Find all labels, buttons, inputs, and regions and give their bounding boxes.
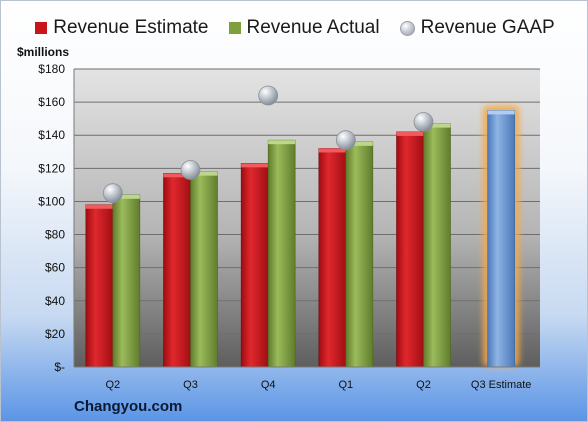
- bar-revenue-actual: [112, 194, 141, 368]
- bar-revenue-actual: [190, 171, 218, 368]
- legend: Revenue Estimate Revenue Actual Revenue …: [1, 17, 588, 39]
- y-tick-label: $20: [45, 327, 65, 341]
- y-tick-label: $-: [54, 360, 65, 374]
- point-revenue-gaap: [102, 183, 123, 204]
- bar-revenue-actual: [423, 123, 451, 368]
- y-tick-label: $40: [45, 294, 65, 308]
- point-revenue-gaap: [335, 130, 356, 151]
- legend-label-gaap: Revenue GAAP: [420, 17, 555, 38]
- bar-revenue-estimate-cap: [85, 204, 113, 209]
- bar-revenue-actual-cap: [268, 140, 296, 145]
- bar-revenue-actual-cap: [423, 123, 451, 128]
- bar-revenue-estimate: [318, 148, 347, 368]
- bar-q3-estimate-cap: [487, 110, 515, 115]
- bar-revenue-actual-cap: [112, 194, 140, 199]
- x-tick-label: Q4: [261, 379, 276, 391]
- x-tick-label: Q2: [105, 379, 120, 391]
- legend-marker-gaap: [399, 20, 415, 36]
- x-tick-label: Q3: [183, 379, 198, 391]
- bar-revenue-estimate-cap: [241, 163, 269, 168]
- x-tick-label: Q3 Estimate: [471, 379, 532, 391]
- x-tick-label: Q2: [416, 379, 431, 391]
- y-tick-label: $80: [45, 228, 65, 242]
- bar-revenue-actual-cap: [345, 141, 373, 146]
- bar-revenue-estimate: [240, 163, 269, 368]
- point-revenue-gaap: [258, 85, 279, 106]
- point-revenue-gaap: [180, 160, 201, 180]
- y-tick-label: $100: [38, 194, 65, 208]
- bar-revenue-estimate-cap: [163, 173, 191, 178]
- x-tick-label: Q1: [338, 379, 353, 391]
- bar-revenue-actual: [345, 141, 374, 368]
- y-tick-label: $160: [38, 95, 65, 109]
- legend-label-estimate: Revenue Estimate: [53, 17, 209, 38]
- y-axis-units-label: $millions: [17, 45, 70, 59]
- bar-revenue-estimate-cap: [318, 148, 346, 153]
- legend-item-actual: Revenue Actual: [228, 17, 380, 39]
- bar-revenue-estimate-cap: [396, 131, 424, 136]
- y-tick-label: $180: [38, 62, 65, 76]
- legend-item-gaap: Revenue GAAP: [399, 17, 555, 39]
- y-tick-label: $60: [45, 261, 65, 275]
- y-tick-label: $140: [38, 128, 65, 142]
- bar-revenue-actual-cap: [190, 171, 218, 176]
- point-revenue-gaap: [413, 112, 434, 132]
- bar-q3-estimate: [487, 110, 515, 368]
- legend-swatch-estimate: [35, 22, 48, 34]
- legend-label-actual: Revenue Actual: [246, 17, 380, 38]
- bar-revenue-actual: [267, 139, 296, 368]
- plot-area: [74, 69, 540, 367]
- legend-item-estimate: Revenue Estimate: [35, 17, 209, 39]
- source-footer: Changyou.com: [74, 398, 183, 415]
- bar-revenue-estimate: [163, 173, 191, 368]
- bar-revenue-estimate: [396, 131, 424, 368]
- bar-revenue-estimate: [85, 204, 114, 368]
- y-tick-label: $120: [38, 161, 65, 175]
- legend-swatch-actual: [228, 22, 241, 34]
